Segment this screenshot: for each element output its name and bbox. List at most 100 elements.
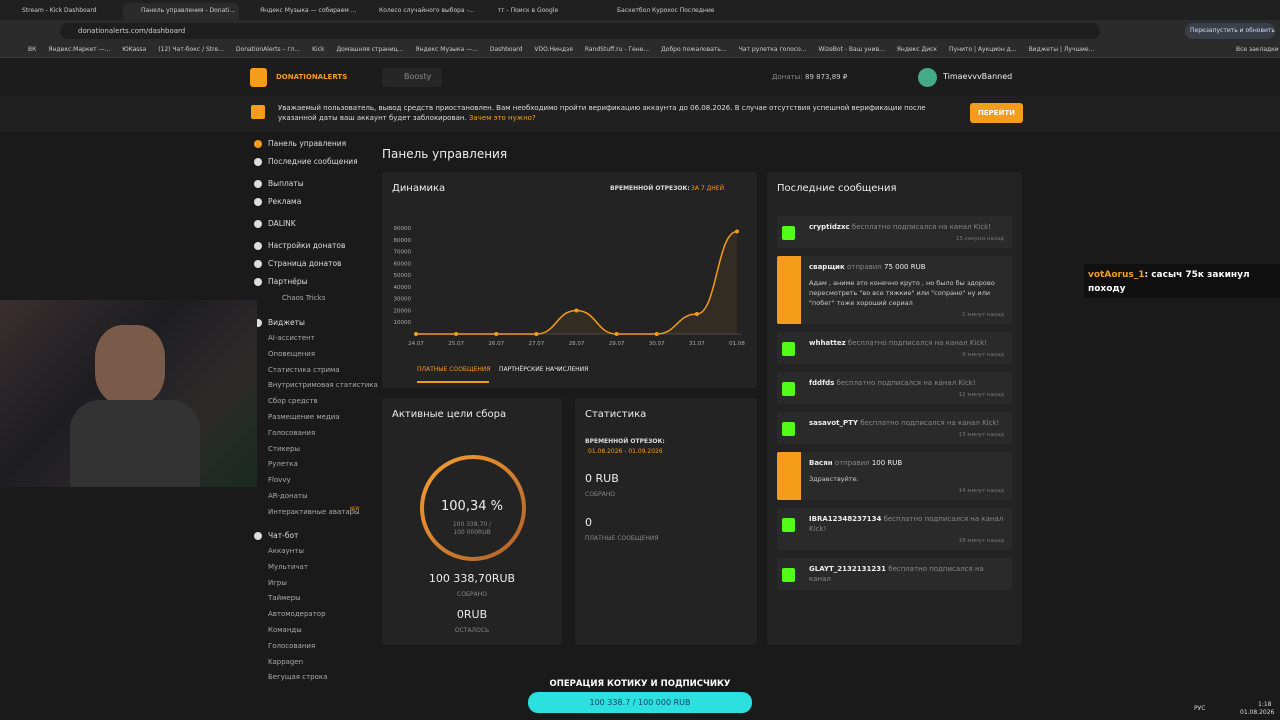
sidebar-item[interactable]: Реклама — [268, 197, 302, 206]
sidebar-subitem[interactable]: Сбор средств — [268, 397, 318, 406]
sidebar-item[interactable]: Выплаты — [268, 179, 304, 188]
kick-logo — [782, 382, 795, 396]
sidebar-item[interactable]: Страница донатов — [268, 259, 342, 268]
donations-label: Донаты: — [772, 73, 803, 81]
tab-paid[interactable]: ПЛАТНЫЕ СООБЩЕНИЯ — [417, 366, 491, 383]
collected-label: СОБРАНО — [585, 491, 615, 498]
user-name[interactable]: TimaevvvBanned — [943, 72, 1013, 81]
sidebar-item[interactable]: Последние сообщения — [268, 157, 358, 166]
donation-icon — [777, 452, 801, 500]
logo[interactable]: DONATIONALERTS — [276, 73, 348, 81]
all-bookmarks[interactable]: Все закладки — [1236, 46, 1279, 53]
remaining: 0RUB — [456, 608, 488, 621]
sidebar-subitem[interactable]: Flovvy — [268, 476, 291, 485]
kick-logo — [782, 342, 795, 356]
bookmark[interactable]: VDO.Ниндзя — [534, 46, 573, 53]
y-tick-label: 50000 — [394, 273, 412, 279]
sidebar-subitem[interactable]: Таймеры — [268, 594, 301, 603]
update-button[interactable]: Перезапустить и обновить — [1185, 23, 1275, 39]
bookmark[interactable]: Чат рулетка голосо... — [738, 46, 807, 53]
sidebar-subitem[interactable]: Рулетка — [268, 460, 298, 469]
sidebar-subitem[interactable]: Внутристримовая статистика — [268, 381, 378, 390]
bookmark[interactable]: Виджеты | Лучшие... — [1028, 46, 1095, 53]
sidebar-subitem[interactable]: Голосования — [268, 641, 316, 650]
bookmark[interactable]: Яндекс.Маркет —... — [48, 46, 111, 53]
user[interactable]: fddfds — [809, 379, 835, 387]
panel-title: Последние сообщения — [777, 183, 897, 194]
user[interactable]: sasavot_PTY — [809, 419, 858, 427]
bookmark[interactable]: ВК — [28, 46, 37, 53]
browser-tab[interactable]: Stream - Kick Dashboard — [22, 7, 97, 14]
sidebar-subitem[interactable]: Интерактивные аватары — [268, 507, 360, 516]
sidebar-item[interactable]: Партнёры — [268, 277, 308, 286]
sidebar-subitem[interactable]: Игры — [268, 578, 287, 587]
sidebar-subitem[interactable]: Kappagen — [268, 657, 304, 666]
ring-target: 100 000RUB — [453, 529, 491, 536]
bookmark[interactable]: WizeBot - Ваш унив... — [818, 46, 885, 53]
browser-tab[interactable]: тг - Поиск в Google — [498, 7, 559, 14]
sidebar-icon — [254, 158, 262, 166]
avatar[interactable] — [918, 68, 937, 87]
browser-tab[interactable]: Колесо случайного выбора -... — [379, 7, 475, 14]
sidebar-subitem[interactable]: Оповещения — [268, 349, 316, 358]
tab-bar: Stream - Kick Dashboard Панель управления… — [0, 0, 1280, 20]
stats-panel: Статистика ВРЕМЕННОЙ ОТРЕЗОК: 01.08.2026… — [575, 398, 757, 645]
sidebar-subitem[interactable]: AR-донаты — [268, 492, 308, 500]
bookmark[interactable]: RandStuff.ru - Гене... — [584, 46, 650, 53]
language[interactable]: РУС — [1194, 705, 1206, 712]
bookmark[interactable]: Яндекс Музыка —... — [415, 46, 478, 53]
sidebar-subitem[interactable]: Размещение медиа — [268, 413, 340, 421]
browser-tab[interactable]: Баскетбол Курохос Последние... — [617, 7, 715, 14]
sidebar-icon — [254, 532, 262, 540]
sidebar-subitem[interactable]: Аккаунты — [268, 547, 304, 555]
sidebar-subitem[interactable]: Chaos Tricks — [282, 294, 326, 302]
sidebar-item[interactable]: Виджеты — [268, 318, 305, 327]
user[interactable]: GLAYT_2132131231 — [809, 565, 887, 573]
point — [614, 332, 619, 336]
bookmark[interactable]: Dashboard — [489, 46, 523, 53]
bookmark[interactable]: Добро пожаловать... — [661, 46, 727, 53]
browser-tab[interactable]: Яндекс Музыка — собираем ... — [260, 7, 357, 14]
webcam — [0, 300, 257, 487]
x-tick-label: 25.07 — [448, 341, 464, 347]
period[interactable]: 01.08.2026 - 01.09.2026 — [588, 448, 663, 455]
sidebar-subitem[interactable]: Автомодератор — [268, 610, 326, 619]
boosty[interactable]: Boosty — [382, 68, 442, 87]
browser-tab[interactable]: Панель управления - Donati... — [123, 3, 239, 20]
point — [735, 229, 739, 234]
sidebar-subitem[interactable]: Команды — [268, 626, 302, 634]
period[interactable]: ЗА 7 ДНЕЙ — [691, 185, 725, 192]
bookmark[interactable]: Яндекс Диск — [896, 46, 938, 53]
address-bar[interactable]: donationalerts.com/dashboard — [60, 23, 1100, 39]
bookmark[interactable]: DonationAlerts – гл... — [235, 46, 301, 53]
sidebar-subitem[interactable]: Голосования — [268, 428, 316, 437]
user[interactable]: cryptidzxc — [809, 223, 850, 231]
sidebar-subitem[interactable]: AI-ассистент — [268, 334, 315, 342]
go-button[interactable]: ПЕРЕЙТИ — [970, 103, 1023, 123]
bookmark[interactable]: ЮKassa — [122, 46, 147, 53]
user[interactable]: IBRA12348237134 — [809, 515, 882, 523]
sidebar-subitem[interactable]: Стикеры — [268, 444, 301, 453]
tab-partners[interactable]: ПАРТНЁРСКИЕ НАЧИСЛЕНИЯ — [499, 366, 589, 373]
banner-link[interactable]: Зачем это нужно? — [468, 114, 536, 122]
sidebar-item[interactable]: Панель управления — [268, 139, 347, 148]
user[interactable]: whhattez — [809, 339, 846, 347]
sidebar-item[interactable]: Настройки донатов — [268, 241, 346, 250]
sidebar-item[interactable]: Чат-бот — [268, 531, 299, 540]
clock[interactable]: 1:18 — [1258, 701, 1272, 708]
user[interactable]: сварщик — [809, 263, 845, 271]
time: 13 минут назад — [958, 432, 1004, 438]
date[interactable]: 01.08.2026 — [1240, 709, 1275, 716]
sidebar-subitem[interactable]: Бегущая строка — [268, 673, 328, 682]
sidebar-item[interactable]: DALINK — [268, 219, 296, 228]
bookmark[interactable]: Kick — [312, 46, 325, 53]
bookmark[interactable]: Домашняя страниц... — [336, 46, 404, 53]
sidebar-subitem[interactable]: Статистика стрима — [268, 365, 340, 374]
user[interactable]: Васян — [809, 459, 833, 467]
sidebar-subitem[interactable]: Мультичат — [268, 562, 308, 571]
streamer-body — [70, 400, 200, 487]
time: 15 секунд назад — [956, 236, 1004, 242]
donations-amount[interactable]: 89 873,89 ₽ — [805, 73, 848, 81]
bookmark[interactable]: (12) Чат-бокс / Stre... — [158, 46, 224, 53]
bookmark[interactable]: Пунито | Аукцион д... — [949, 46, 1017, 53]
